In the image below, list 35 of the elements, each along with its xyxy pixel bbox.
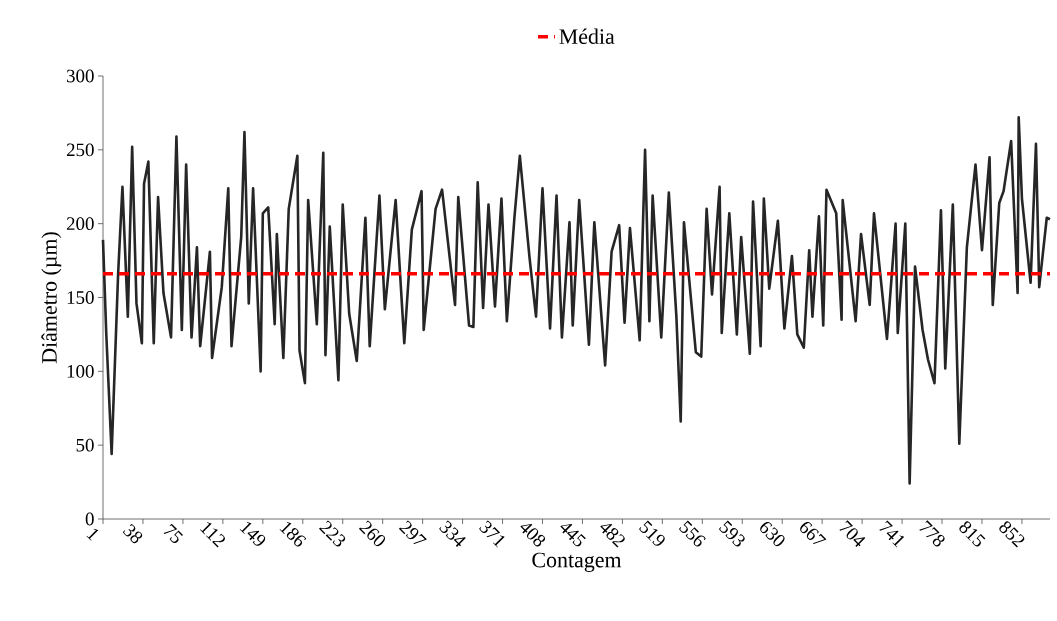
line-series: [101, 116, 1052, 485]
x-tick-label: 630: [760, 522, 785, 547]
y-tick-label: 300: [66, 69, 94, 83]
x-tick-label: 112: [199, 522, 225, 548]
x-tick-label: 408: [520, 523, 546, 547]
x-tick-label: 38: [122, 523, 143, 544]
x-tick-label: 371: [479, 520, 505, 548]
x-tick-label: 593: [718, 520, 745, 547]
legend-label: Média: [559, 28, 615, 44]
x-tick-label: 297: [398, 520, 427, 544]
y-tick-label: 250: [66, 143, 94, 157]
y-tick-label: 0: [85, 512, 94, 526]
x-tick-label: 815: [959, 521, 986, 547]
x-tick-label: 149: [239, 522, 266, 546]
x-tick-label: 334: [439, 520, 466, 547]
x-tick-label: 445: [560, 523, 586, 547]
y-tick-label: 100: [67, 364, 94, 378]
x-tick-label: 1: [86, 528, 99, 541]
x-tick-label: 778: [919, 520, 945, 547]
x-tick-label: 852: [999, 521, 1025, 548]
x-axis-title: Contagem: [532, 552, 622, 572]
x-tick-label: 519: [639, 520, 665, 546]
y-tick-label: 150: [67, 291, 94, 304]
x-tick-label: 667: [800, 522, 827, 544]
x-tick-label: 482: [600, 523, 625, 548]
y-axis-title: Diâmetro (µm): [41, 232, 62, 364]
x-tick-label: 223: [319, 520, 346, 547]
y-tick-label: 200: [66, 217, 94, 231]
x-tick-label: 556: [679, 520, 706, 547]
x-tick-label: 741: [879, 520, 905, 548]
x-tick-label: 260: [358, 520, 386, 547]
x-tick-label: 75: [163, 523, 183, 543]
y-tick-label: 50: [76, 438, 94, 452]
x-tick-label: 704: [839, 520, 866, 547]
x-tick-label: 186: [279, 522, 307, 547]
